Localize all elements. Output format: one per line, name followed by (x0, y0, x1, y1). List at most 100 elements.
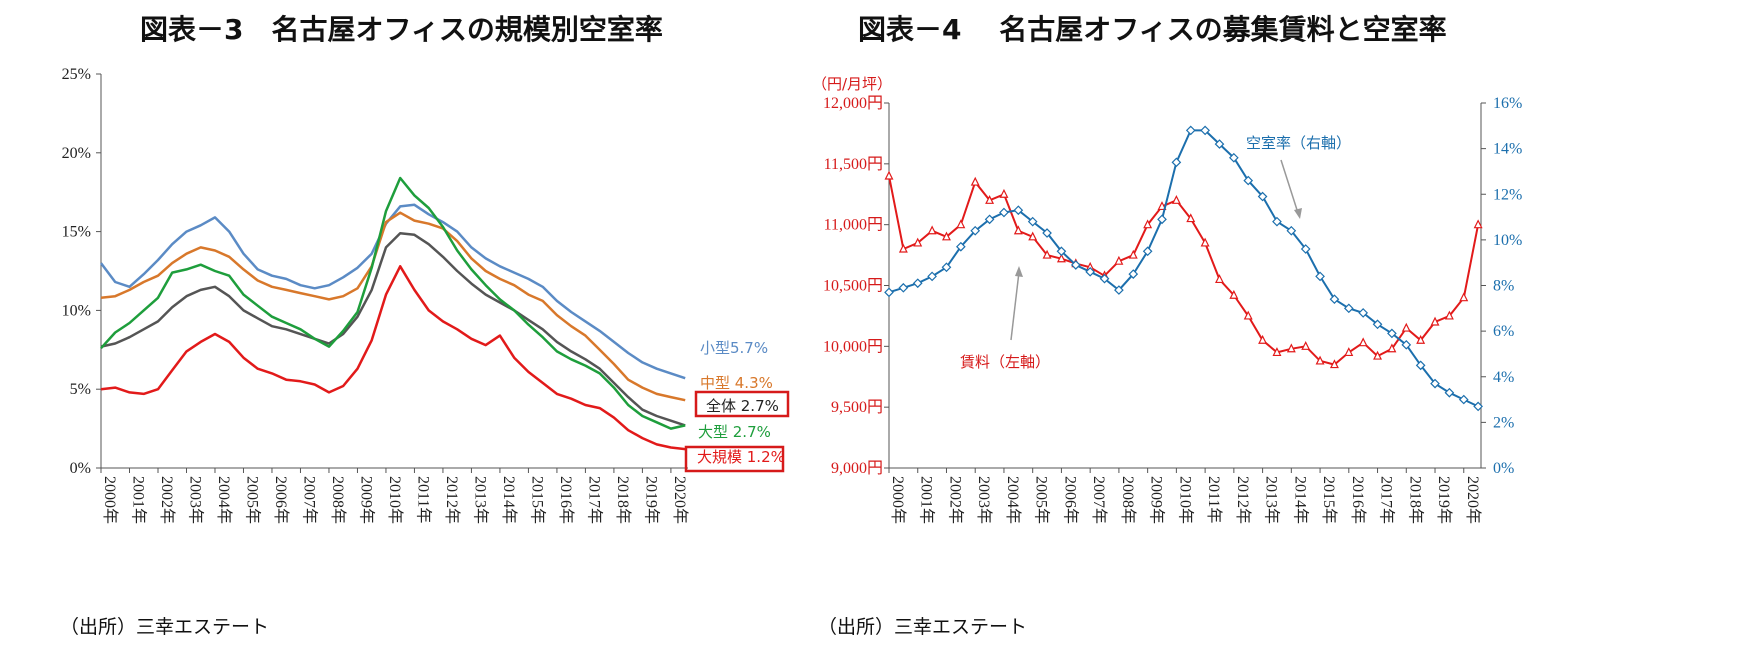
rent-annotation-arrow (1010, 271, 1020, 341)
vacancy-point-18 (1142, 246, 1153, 257)
rent-point-38 (1430, 316, 1440, 326)
vacancy-point-25 (1243, 175, 1254, 186)
right-x-tick-label-7: 2007年 (1090, 476, 1108, 524)
vacancy-point-10 (1027, 216, 1038, 227)
left-x-tick-label-3: 2003年 (186, 476, 204, 524)
vacancy-y-tick-label-3: 10% (1493, 232, 1522, 249)
vacancy-point-37 (1415, 360, 1426, 371)
vacancy-point-21 (1185, 125, 1196, 136)
rent-y-tick-label-0: 12,000円 (823, 95, 883, 112)
rent-point-3 (927, 225, 937, 235)
vacancy-point-9 (1013, 205, 1024, 216)
vacancy-point-4 (941, 262, 952, 273)
vacancy-annotation: 空室率（右軸） (1246, 134, 1351, 152)
left-x-tick-label-10: 2010年 (386, 476, 404, 524)
rent-point-34 (1373, 350, 1383, 360)
rent-point-28 (1286, 343, 1296, 353)
vacancy-point-0 (884, 287, 894, 298)
left-x-tick-label-18: 2018年 (614, 476, 632, 524)
left-x-tick-label-12: 2012年 (443, 476, 461, 524)
rent-point-30 (1315, 355, 1325, 365)
vacancy-point-8 (999, 207, 1009, 218)
rent-point-4 (942, 231, 951, 241)
left-x-tick-label-13: 2013年 (471, 476, 489, 524)
rent-point-8 (999, 188, 1009, 198)
vacancy-point-5 (955, 241, 966, 252)
left-series-label-0: 小型5.7% (700, 339, 768, 357)
vacancy-point-34 (1372, 319, 1383, 330)
vacancy-point-16 (1114, 285, 1124, 295)
left-x-tick-label-7: 2007年 (300, 476, 318, 524)
vacancy-y-tick-label-2: 12% (1493, 186, 1522, 203)
vacancy-point-22 (1200, 125, 1210, 136)
rent-point-16 (1114, 255, 1124, 265)
left-x-tick-label-5: 2005年 (243, 476, 261, 524)
left-label-box-2 (694, 390, 790, 418)
vacancy-point-3 (927, 271, 937, 282)
left-x-tick-label-20: 2020年 (671, 476, 689, 524)
rent-y-tick-label-4: 10,000円 (823, 338, 883, 355)
rent-point-2 (913, 237, 923, 247)
vacancy-point-41 (1473, 401, 1483, 412)
vacancy-point-30 (1315, 271, 1325, 282)
right-x-tick-label-2: 2002年 (946, 476, 964, 524)
vacancy-point-12 (1056, 246, 1067, 257)
right-chart-title: 図表－4 名古屋オフィスの募集賃料と空室率 (858, 13, 1447, 46)
rent-unit-label: （円/月坪） (812, 75, 892, 93)
vacancy-arrow-head (1294, 208, 1302, 219)
left-series-label-3: 大型 2.7% (698, 423, 771, 441)
rent-point-11 (1042, 249, 1052, 259)
rent-y-tick-label-5: 9,500円 (831, 399, 883, 416)
vacancy-point-2 (912, 278, 923, 289)
vacancy-point-17 (1128, 269, 1139, 279)
rent-and-vacancy-chart: （円/月坪） 12,000円 11,500円 11,000円 10,500円 10,000… (812, 75, 1522, 524)
vacancy-point-36 (1401, 339, 1412, 350)
rent-point-31 (1329, 359, 1339, 369)
left-x-tick-label-19: 2019年 (642, 476, 660, 524)
vacancy-point-14 (1085, 266, 1096, 277)
rent-point-6 (970, 176, 980, 186)
vacancy-y-tick-label-5: 6% (1493, 323, 1514, 340)
right-x-tick-label-9: 2009年 (1148, 476, 1166, 524)
vacancy-point-38 (1430, 378, 1440, 389)
left-x-tick-label-0: 2000年 (101, 476, 119, 524)
left-series-line-0 (100, 203, 686, 380)
rent-point-35 (1387, 343, 1397, 353)
rent-point-29 (1301, 340, 1311, 350)
vacancy-point-40 (1458, 394, 1469, 405)
left-series-label-4: 大規模 1.2% (697, 448, 785, 466)
right-x-tick-label-14: 2014年 (1291, 476, 1309, 524)
rent-point-24 (1229, 289, 1239, 299)
left-x-tick-label-9: 2009年 (357, 476, 375, 524)
left-x-tick-label-14: 2014年 (500, 476, 518, 524)
vacancy-y-tick-label-8: 0% (1493, 460, 1514, 477)
left-label-box-4 (684, 445, 785, 473)
left-x-tick-label-4: 2004年 (215, 476, 233, 524)
right-x-tick-label-15: 2015年 (1320, 476, 1338, 524)
left-x-tick-label-6: 2006年 (272, 476, 290, 524)
right-x-tick-label-6: 2006年 (1061, 476, 1079, 524)
left-y-tick-label-3: 10% (62, 302, 91, 319)
rent-point-23 (1215, 274, 1224, 284)
vacancy-point-23 (1214, 139, 1225, 149)
rent-y-tick-label-3: 10,500円 (823, 278, 883, 295)
left-series-label-2: 全体 2.7% (706, 397, 779, 415)
rent-point-22 (1200, 237, 1210, 247)
vacancy-point-29 (1300, 244, 1311, 254)
right-x-tick-label-10: 2010年 (1176, 476, 1194, 524)
right-x-tick-label-12: 2012年 (1234, 476, 1252, 524)
rent-point-40 (1459, 292, 1469, 302)
left-x-tick-label-17: 2017年 (585, 476, 603, 524)
rent-point-39 (1444, 310, 1454, 320)
rent-point-33 (1358, 337, 1368, 347)
vacancy-point-11 (1042, 228, 1052, 238)
vacancy-y-tick-label-4: 8% (1493, 278, 1514, 295)
vacancy-point-15 (1099, 273, 1110, 284)
left-x-tick-label-16: 2016年 (557, 476, 575, 524)
vacancy-annotation-arrow (1280, 159, 1299, 214)
left-x-tick-label-8: 2008年 (329, 476, 347, 524)
rent-y-tick-label-6: 9,000円 (831, 460, 883, 477)
left-series-label-1: 中型 4.3% (700, 374, 773, 392)
vacancy-point-6 (970, 225, 981, 236)
left-series-line-1 (100, 211, 686, 402)
